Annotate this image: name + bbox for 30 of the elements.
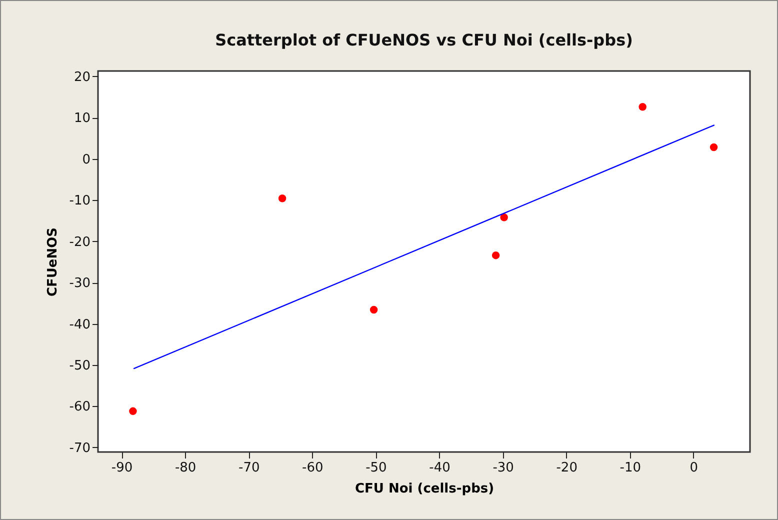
- x-tick-label: -80: [174, 460, 196, 476]
- x-axis-title: CFU Noi (cells-pbs): [354, 482, 494, 496]
- y-tick-label: 0: [82, 152, 90, 168]
- x-tick-label: -20: [556, 460, 578, 476]
- point: [500, 214, 508, 222]
- x-tick-label: -60: [302, 460, 324, 476]
- y-tick-label: -40: [69, 317, 90, 332]
- y-tick-label: -10: [69, 194, 90, 209]
- point: [710, 143, 718, 152]
- x-tick-label: -10: [620, 460, 642, 476]
- y-axis-title: CFUeNOS: [45, 227, 60, 297]
- point: [278, 194, 286, 202]
- y-tick-label: -30: [69, 276, 90, 292]
- x-tick-label: -50: [366, 460, 387, 476]
- x-tick-label: 0: [690, 460, 698, 476]
- chart-title: Scatterplot of CFUeNOS vs CFU Noi (cells-pbs): [215, 30, 633, 50]
- x-tick-label: -40: [429, 460, 450, 476]
- x-tick-label: -70: [238, 460, 260, 476]
- y-tick-label: -70: [69, 440, 90, 456]
- y-tick-label: -50: [69, 358, 90, 374]
- x-tick-label: -30: [492, 460, 514, 476]
- x-tick-label: -90: [111, 460, 133, 476]
- point: [370, 306, 378, 314]
- y-tick-label: 20: [74, 70, 90, 85]
- y-tick-label: 10: [74, 111, 90, 126]
- point: [492, 251, 500, 260]
- point: [638, 103, 646, 111]
- y-tick-label: -60: [69, 400, 90, 415]
- point: [129, 407, 137, 416]
- y-tick-label: -20: [69, 234, 90, 250]
